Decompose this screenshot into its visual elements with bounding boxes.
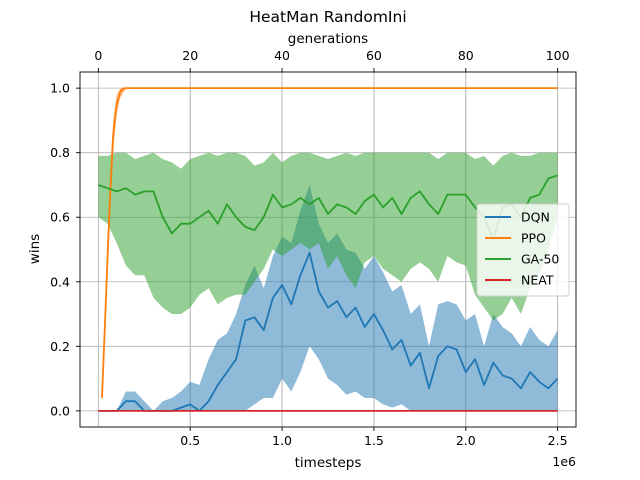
- y-tick-label-0.6: 0.6: [50, 210, 70, 225]
- axis-ticks: 0.5 1.0 1.5 2.0 2.5 0 20 40 60 80 100 0.…: [50, 48, 569, 448]
- confidence-bands: [98, 88, 558, 411]
- line-ppo: [101, 87, 558, 399]
- x-tick-label-2.5: 2.5: [548, 433, 568, 448]
- legend-label-neat: NEAT: [521, 273, 554, 288]
- legend: DQN PPO GA-50 NEAT: [476, 203, 570, 297]
- y-tick-label-1.0: 1.0: [50, 81, 70, 96]
- y-tick-label-0.0: 0.0: [50, 403, 70, 418]
- x-offset-text: 1e6: [552, 454, 576, 469]
- band-ga-50: [98, 152, 558, 321]
- y-tick-label-0.2: 0.2: [50, 339, 70, 354]
- x-tick-label-1.0: 1.0: [272, 433, 292, 448]
- legend-label-ppo: PPO: [521, 231, 546, 246]
- legend-box: [476, 203, 570, 297]
- top-tick-label-0: 0: [94, 48, 102, 63]
- top-tick-label-100: 100: [546, 48, 570, 63]
- x-tick-label-0.5: 0.5: [180, 433, 200, 448]
- top-x-axis-label: generations: [288, 31, 368, 47]
- x-axis-label: timesteps: [295, 455, 362, 471]
- top-tick-label-20: 20: [182, 48, 198, 63]
- legend-label-ga-50: GA-50: [521, 252, 559, 267]
- x-tick-label-2.0: 2.0: [456, 433, 476, 448]
- y-tick-label-0.8: 0.8: [50, 145, 70, 160]
- plot-frame: [79, 71, 577, 428]
- top-tick-label-40: 40: [274, 48, 290, 63]
- y-axis-label: wins: [27, 234, 43, 264]
- top-tick-label-80: 80: [458, 48, 474, 63]
- x-tick-label-1.5: 1.5: [364, 433, 384, 448]
- band-dqn: [98, 185, 558, 411]
- top-tick-label-60: 60: [366, 48, 382, 63]
- legend-label-dqn: DQN: [521, 210, 550, 225]
- line-dqn: [98, 251, 559, 412]
- chart-title: HeatMan RandomIni: [249, 8, 406, 26]
- y-tick-label-0.4: 0.4: [50, 274, 70, 289]
